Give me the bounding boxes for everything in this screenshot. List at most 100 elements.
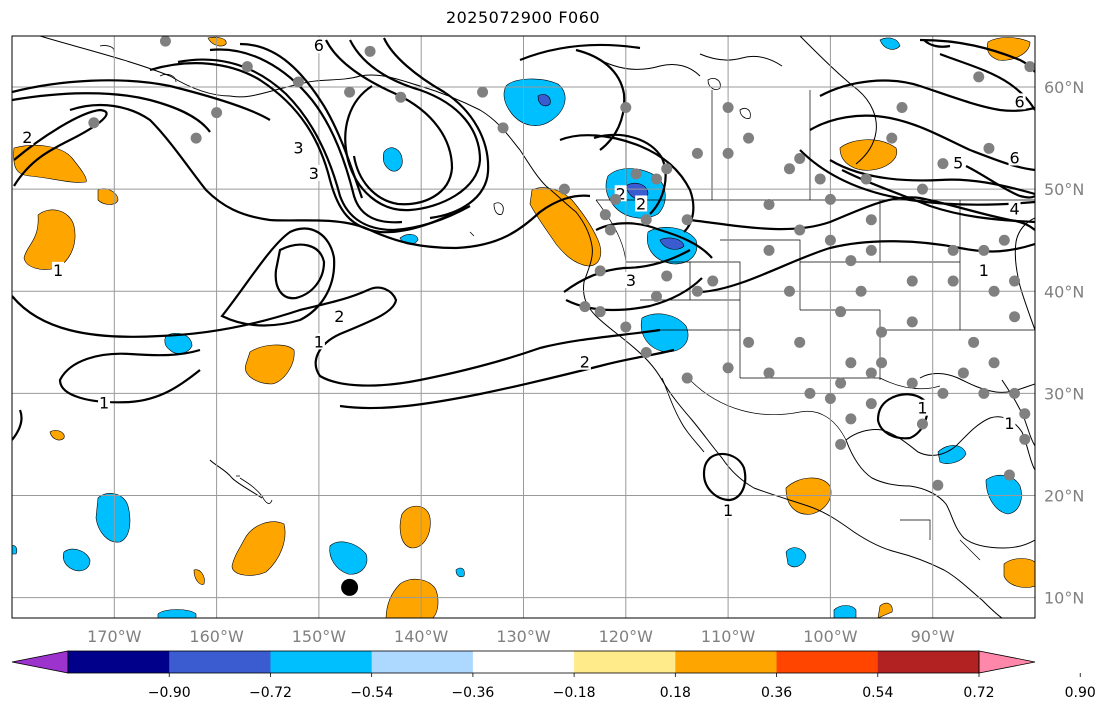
anomaly-patch xyxy=(503,78,566,126)
station-marker xyxy=(1019,433,1031,445)
station-marker xyxy=(763,244,775,256)
station-marker xyxy=(916,418,928,430)
colorbar-segment xyxy=(877,651,980,673)
contour-label: 5 xyxy=(953,154,963,173)
longitude-tick-label: 160°W xyxy=(189,627,244,646)
station-marker xyxy=(947,244,959,256)
colorbar-tick-label: −0.90 xyxy=(148,685,191,701)
station-marker xyxy=(707,275,719,287)
contour-label: 3 xyxy=(293,138,303,157)
anomaly-patch xyxy=(95,493,131,543)
contour-label: 1 xyxy=(53,261,63,280)
latitude-tick-label: 10°N xyxy=(1044,589,1084,608)
longitude-tick-label: 110°W xyxy=(701,627,756,646)
station-marker xyxy=(947,275,959,287)
colorbar-tick-label: −0.18 xyxy=(553,685,596,701)
contour-label-halo xyxy=(312,333,325,350)
station-marker xyxy=(804,387,816,399)
contour-label: 3 xyxy=(626,271,636,290)
station-marker xyxy=(594,265,606,277)
station-marker xyxy=(824,193,836,205)
station-marker xyxy=(973,71,985,83)
station-marker xyxy=(783,285,795,297)
contour-label-halo xyxy=(624,272,637,289)
contour-label-halo xyxy=(916,399,929,416)
latitude-tick-label: 60°N xyxy=(1044,78,1084,97)
station-marker xyxy=(579,301,591,313)
station-markers xyxy=(88,36,1035,491)
colorbar-segment xyxy=(776,651,879,673)
anomaly-patch xyxy=(399,505,431,549)
contour-label: 2 xyxy=(334,307,344,326)
colorbar-tick-label: 0.18 xyxy=(660,685,691,701)
colorbar-segment xyxy=(371,651,474,673)
contour-label-halo xyxy=(1008,149,1021,166)
longitude-tick-label: 90°W xyxy=(911,627,955,646)
contour-label: 2 xyxy=(616,184,626,203)
colorbar-tick-label: 0.72 xyxy=(963,685,994,701)
anomaly-patch xyxy=(245,344,295,385)
colorbar-segment xyxy=(574,651,676,673)
colorbar-segment xyxy=(675,651,778,673)
colorbar-tick-label: 0.90 xyxy=(1065,685,1096,701)
anomaly-patch xyxy=(839,139,898,171)
colorbar-extend-min xyxy=(11,650,69,674)
storm-center-marker xyxy=(341,578,359,596)
station-marker xyxy=(957,367,969,379)
station-marker xyxy=(497,122,509,134)
station-marker xyxy=(988,357,1000,369)
anomaly-patch xyxy=(1003,558,1035,588)
anomaly-patch xyxy=(785,477,832,515)
station-marker xyxy=(998,234,1010,246)
colorbar-extend-max xyxy=(978,650,1036,674)
colorbar-segment xyxy=(68,651,170,673)
station-marker xyxy=(763,198,775,210)
station-marker xyxy=(983,142,995,154)
latitude-tick-label: 40°N xyxy=(1044,282,1084,301)
anomaly-patch xyxy=(987,37,1031,61)
station-marker xyxy=(1019,408,1031,420)
station-marker xyxy=(640,214,652,226)
contour-label-halo xyxy=(635,195,648,212)
contour-label-halo xyxy=(312,37,325,54)
contour-label-halo xyxy=(307,164,320,181)
station-marker xyxy=(722,362,734,374)
station-marker xyxy=(794,336,806,348)
station-marker xyxy=(906,316,918,328)
station-marker xyxy=(860,173,872,185)
anomaly-patch xyxy=(879,37,901,50)
coastlines xyxy=(39,36,1035,618)
station-marker xyxy=(691,285,703,297)
latitude-tick-label: 50°N xyxy=(1044,180,1084,199)
colorbar-segment xyxy=(472,651,575,673)
contour-label: 1 xyxy=(723,501,733,520)
station-marker xyxy=(988,285,1000,297)
station-marker xyxy=(824,392,836,404)
station-marker xyxy=(794,153,806,165)
station-marker xyxy=(241,61,253,73)
colorbar-segment xyxy=(270,651,373,673)
station-marker xyxy=(1003,469,1015,481)
station-marker xyxy=(978,244,990,256)
station-marker xyxy=(865,214,877,226)
station-marker xyxy=(681,372,693,384)
contour-label-halo xyxy=(722,501,735,518)
station-marker xyxy=(886,132,898,144)
station-marker xyxy=(620,101,632,113)
anomaly-patch xyxy=(382,147,403,172)
station-marker xyxy=(594,306,606,318)
station-marker xyxy=(599,209,611,221)
longitude-tick-label: 100°W xyxy=(803,627,858,646)
station-marker xyxy=(477,86,489,98)
contour-label: 6 xyxy=(314,36,324,55)
anomaly-patch xyxy=(49,430,65,441)
anomaly-patch xyxy=(625,182,649,200)
station-marker xyxy=(763,367,775,379)
contour-label: 2 xyxy=(580,353,590,372)
contour-label: 1 xyxy=(314,332,324,351)
station-marker xyxy=(835,438,847,450)
contour-label: 6 xyxy=(1015,92,1025,111)
anomaly-patch xyxy=(833,605,857,618)
station-marker xyxy=(640,347,652,359)
